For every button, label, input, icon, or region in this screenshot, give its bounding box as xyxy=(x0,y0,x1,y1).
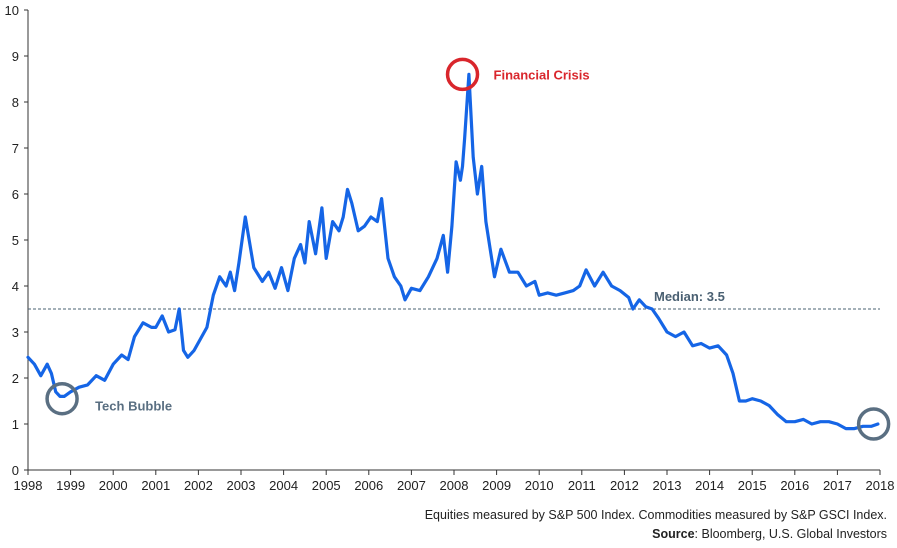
y-tick-label: 9 xyxy=(12,49,19,64)
x-tick-label: 2012 xyxy=(610,478,639,493)
x-tick-label: 2015 xyxy=(738,478,767,493)
tech-bubble-label: Tech Bubble xyxy=(95,399,172,414)
x-tick-label: 2014 xyxy=(695,478,724,493)
x-tick-label: 2013 xyxy=(653,478,682,493)
median: Median: 3.5 xyxy=(28,289,880,310)
financial-crisis-label: Financial Crisis xyxy=(494,67,590,82)
x-tick-label: 2002 xyxy=(184,478,213,493)
y-tick-label: 5 xyxy=(12,233,19,248)
footnote-source: Source: Bloomberg, U.S. Global Investors xyxy=(652,527,887,541)
y-tick-label: 8 xyxy=(12,95,19,110)
x-tick-label: 2005 xyxy=(312,478,341,493)
x-tick-label: 2007 xyxy=(397,478,426,493)
x-tick-label: 2018 xyxy=(866,478,895,493)
x-tick-label: 2017 xyxy=(823,478,852,493)
tech-bubble-circle xyxy=(45,381,79,416)
footnote-line: Equities measured by S&P 500 Index. Comm… xyxy=(424,508,887,522)
series-line xyxy=(26,72,880,431)
median-label: Median: 3.5 xyxy=(654,289,725,304)
x-tick-label: 2009 xyxy=(482,478,511,493)
y-tick-label: 6 xyxy=(12,187,19,202)
x-tick-label: 2004 xyxy=(269,478,298,493)
x-tick-label: 2010 xyxy=(525,478,554,493)
x-tick-label: 2008 xyxy=(440,478,469,493)
x-tick-label: 1998 xyxy=(14,478,43,493)
series-layer xyxy=(26,72,880,431)
annotations: Financial Crisis Tech Bubble xyxy=(45,57,891,441)
y-tick-label: 4 xyxy=(12,279,19,294)
financial-crisis-circle xyxy=(445,57,480,92)
x-tick-label: 2011 xyxy=(568,478,596,493)
y-tick-label: 2 xyxy=(12,371,19,386)
x-tick-label: 2016 xyxy=(780,478,809,493)
source-text: : Bloomberg, U.S. Global Investors xyxy=(694,527,887,541)
y-tick-label: 0 xyxy=(12,463,19,478)
x-tick-label: 2001 xyxy=(141,478,170,493)
x-tick-label: 2006 xyxy=(354,478,383,493)
y-tick-label: 3 xyxy=(12,325,19,340)
x-axis: 1998 1999 2000 2001 2002 2003 2004 2005 2006 2007… xyxy=(14,469,895,493)
x-tick-label: 1999 xyxy=(56,478,85,493)
x-tick-label: 2000 xyxy=(99,478,128,493)
y-axis: 0 1 2 3 4 5 6 7 8 9 10 xyxy=(5,3,29,478)
source-label: Source xyxy=(652,527,695,541)
x-tick-label: 2003 xyxy=(227,478,256,493)
current-circle xyxy=(856,407,891,441)
y-tick-label: 10 xyxy=(5,3,19,18)
y-tick-label: 1 xyxy=(12,417,19,432)
y-tick-label: 7 xyxy=(12,141,19,156)
